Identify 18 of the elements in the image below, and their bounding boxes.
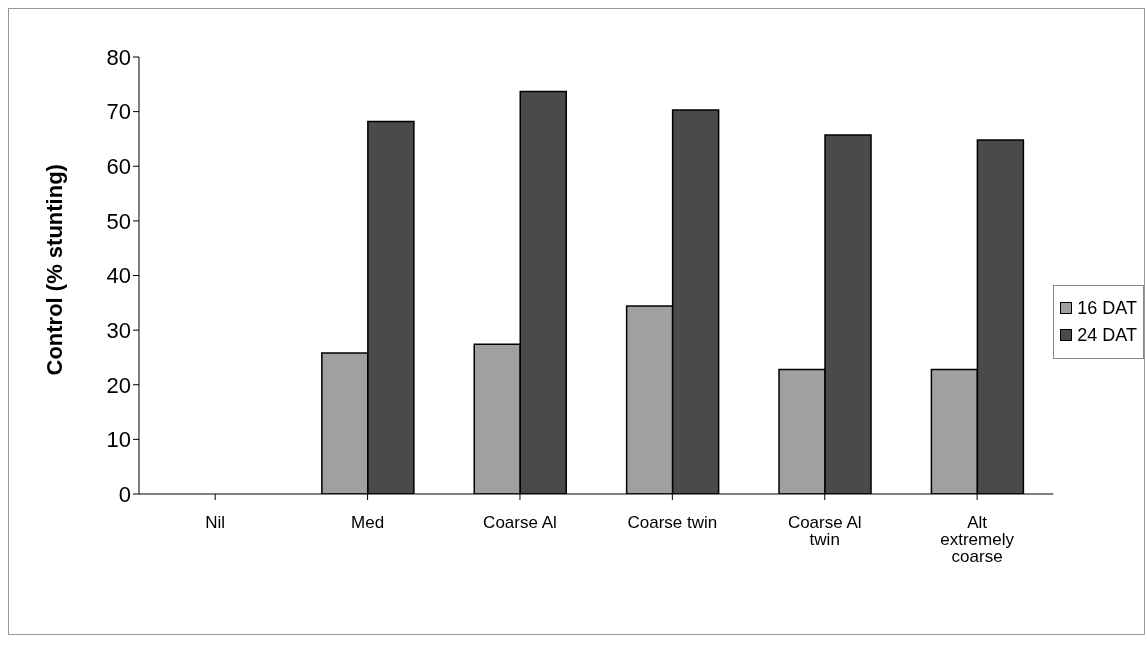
y-tick-label: 80 — [106, 44, 131, 70]
y-tick-label: 50 — [106, 208, 131, 234]
y-tick-label: 40 — [106, 263, 131, 289]
x-tick-label: Med — [351, 513, 385, 533]
legend-label: 24 DAT — [1077, 324, 1137, 346]
x-tick-label: Coarse twin — [627, 513, 718, 533]
x-tick-label: Nil — [205, 513, 226, 533]
x-tick-label: Coarse Al — [483, 513, 557, 533]
y-tick-label: 60 — [106, 154, 131, 180]
y-tick-label: 10 — [106, 427, 131, 453]
y-tick-label: 20 — [106, 372, 131, 398]
y-axis-title: Control (% stunting) — [41, 164, 67, 376]
legend-label: 16 DAT — [1077, 297, 1137, 319]
y-tick-label: 0 — [118, 481, 131, 507]
y-tick-label: 30 — [106, 317, 131, 343]
y-tick-label: 70 — [106, 99, 131, 125]
x-tick-label: Coarse Al twin — [787, 513, 862, 550]
x-tick-label: Alt extremely coarse — [940, 513, 1015, 567]
